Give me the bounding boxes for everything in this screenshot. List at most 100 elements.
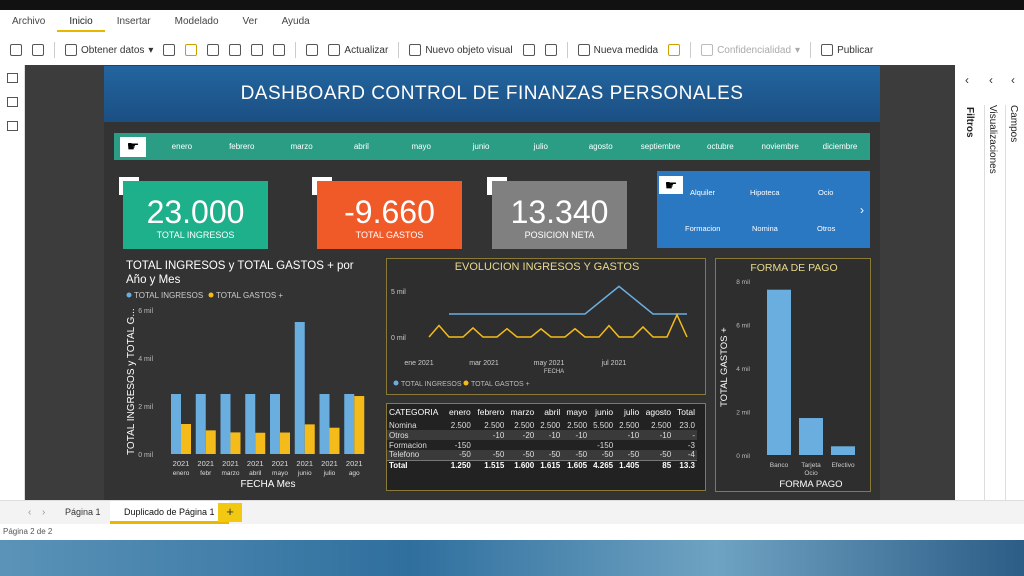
month-noviembre[interactable]: noviembre (761, 142, 799, 151)
category-hipoteca[interactable]: Hipoteca (750, 188, 780, 197)
table-cell: 5.500 (593, 420, 614, 430)
collapse-fields-icon[interactable]: ‹ (1011, 73, 1015, 87)
datahub-icon[interactable] (185, 44, 198, 56)
table-cell: -3 (687, 440, 695, 450)
menu-ayuda[interactable]: Ayuda (281, 16, 310, 27)
month-diciembre[interactable]: diciembre (822, 142, 858, 151)
month-marzo[interactable]: marzo (290, 142, 313, 151)
new-measure-button[interactable]: Nueva medida (577, 44, 659, 56)
desktop-background (0, 540, 1024, 576)
publish-button[interactable]: Publicar (821, 44, 873, 56)
table-cell: 1.250 (444, 459, 473, 470)
next-page-icon[interactable]: › (42, 507, 46, 518)
tab-duplicado-pagina-1[interactable]: Duplicado de Página 1 (110, 501, 229, 524)
table-cell (473, 440, 507, 450)
category-otros[interactable]: Otros (817, 224, 836, 233)
month-julio[interactable]: julio (533, 142, 548, 151)
x-tick-month: enero (173, 470, 190, 477)
format-painter-icon[interactable] (32, 44, 44, 56)
menu-inicio[interactable]: Inicio (57, 12, 105, 32)
collapse-visualizations-icon[interactable]: ‹ (989, 73, 993, 87)
textbox-icon[interactable] (522, 44, 535, 56)
evolucion-line-chart: EVOLUCION INGRESOS Y GASTOS 5 mil 0 mil ene… (386, 258, 706, 395)
visualizations-pane-tab[interactable]: Visualizaciones (984, 105, 998, 500)
x-tick-year: 2021 (272, 459, 289, 468)
add-page-button[interactable]: + (218, 503, 242, 522)
get-data-button[interactable]: Obtener datos ▾ (65, 44, 153, 56)
menu-archivo[interactable]: Archivo (12, 16, 46, 27)
column-header[interactable]: julio (624, 407, 640, 417)
recent-sources-icon[interactable] (273, 44, 286, 56)
menu-ver[interactable]: Ver (242, 16, 258, 27)
paste-icon[interactable] (10, 44, 22, 56)
tab-pagina-1[interactable]: Página 1 (65, 507, 101, 517)
quick-measure-icon[interactable] (668, 44, 681, 56)
y-tick-label: 2 mil (736, 410, 750, 417)
table-cell: 2.500 (651, 420, 672, 430)
right-panes: ‹ ‹ ‹ Filtros Visualizaciones Campos (955, 65, 1024, 500)
menu-modelado[interactable]: Modelado (174, 16, 219, 27)
report-view-icon[interactable] (7, 73, 18, 83)
fields-pane-tab[interactable]: Campos (1005, 105, 1019, 500)
table-cell (536, 440, 562, 450)
month-septiembre[interactable]: septiembre (640, 142, 681, 151)
table-cell: -50 (589, 450, 616, 460)
page-tabs: ‹ › Página 1 Duplicado de Página 1 + (0, 500, 1024, 524)
column-header[interactable]: CATEGORIA (389, 407, 439, 417)
bar-ingresos (195, 394, 206, 454)
divider (295, 42, 297, 58)
column-header[interactable]: agosto (645, 407, 672, 417)
table-row: Nomina 2.500 2.500 2.500 2.500 2.500 5.500 2.50… (387, 420, 697, 430)
filters-pane-tab[interactable]: Filtros (964, 107, 975, 138)
dataverse-icon[interactable] (251, 44, 264, 56)
bar-ingresos (344, 394, 355, 454)
table-cell: 2.500 (619, 420, 640, 430)
month-junio[interactable]: junio (472, 142, 490, 151)
month-octubre[interactable]: octubre (707, 142, 734, 151)
month-abril[interactable]: abril (353, 142, 369, 151)
data-view-icon[interactable] (7, 97, 18, 107)
table-cell: 1.615 (536, 459, 563, 470)
table-header: CATEGORIA enero febrero marzo abril mayo junio… (387, 404, 697, 420)
column-header[interactable]: mayo (566, 407, 588, 417)
month-agosto[interactable]: agosto (588, 142, 613, 151)
model-view-icon[interactable] (7, 121, 18, 131)
bar-ingresos (171, 394, 181, 454)
column-header[interactable]: junio (595, 407, 614, 417)
more-visuals-icon[interactable] (544, 44, 557, 56)
table-cell: -50 (506, 450, 537, 460)
column-header[interactable]: marzo (510, 407, 535, 417)
refresh-button[interactable]: Actualizar (328, 44, 388, 56)
column-header[interactable]: enero (449, 407, 471, 417)
month-febrero[interactable]: febrero (229, 142, 255, 151)
category-alquiler[interactable]: Alquiler (690, 188, 716, 197)
collapse-filters-icon[interactable]: ‹ (965, 73, 969, 87)
enter-data-icon[interactable] (229, 44, 242, 56)
excel-icon[interactable] (163, 44, 176, 56)
legend-marker (463, 380, 469, 386)
table-cell: -10 (472, 430, 507, 440)
divider (810, 42, 812, 58)
sql-icon[interactable] (207, 44, 220, 56)
publish-icon (821, 44, 834, 56)
new-visual-button[interactable]: Nuevo objeto visual (409, 44, 513, 56)
kpi-label: POSICION NETA (524, 230, 595, 240)
y-tick-label: 2 mil (138, 404, 153, 411)
sensitivity-button[interactable]: Confidencialidad ▾ (701, 44, 800, 56)
month-enero[interactable]: enero (171, 142, 193, 151)
table-cell: 1.605 (562, 459, 590, 470)
transform-icon[interactable] (306, 44, 319, 56)
category-nomina[interactable]: Nomina (752, 224, 778, 233)
table-cell (506, 440, 536, 450)
category-formacion[interactable]: Formacion (685, 224, 721, 233)
month-mayo[interactable]: mayo (411, 142, 431, 151)
prev-page-icon[interactable]: ‹ (28, 507, 32, 518)
category-ocio[interactable]: Ocio (818, 188, 834, 197)
column-header[interactable]: abril (544, 407, 561, 417)
chevron-right-icon[interactable]: › (860, 203, 864, 217)
table-cell: -10 (562, 430, 590, 440)
menu-insertar[interactable]: Insertar (116, 16, 151, 27)
column-header[interactable]: Total (677, 407, 695, 417)
column-header[interactable]: febrero (477, 407, 505, 417)
new-measure-label: Nueva medida (593, 44, 659, 56)
